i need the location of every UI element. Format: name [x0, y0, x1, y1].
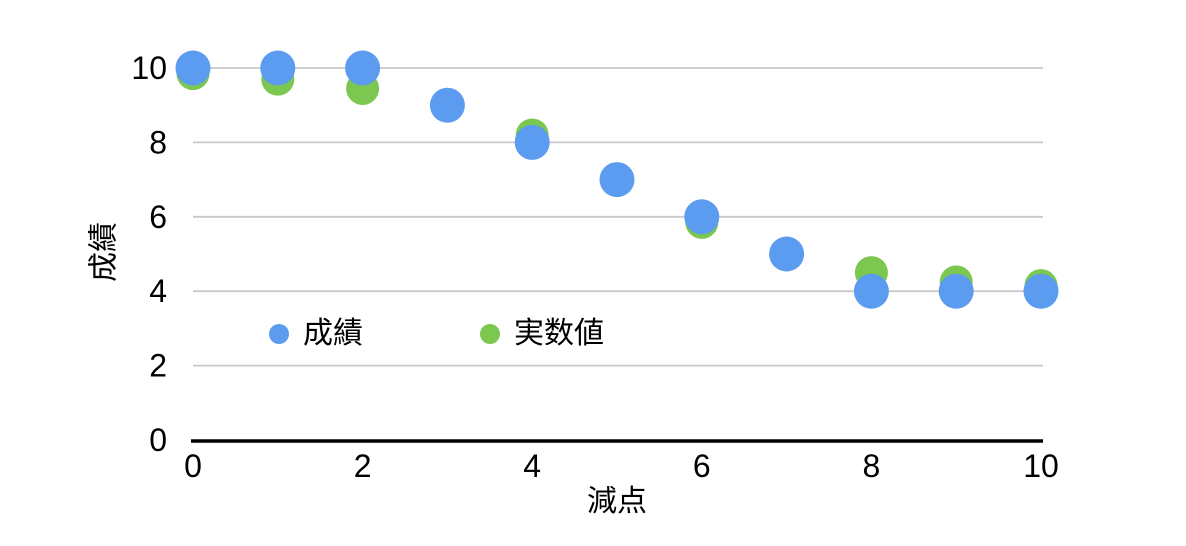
legend-label-jissuchi: 実数値 — [514, 317, 604, 350]
y-tick-label: 2 — [149, 348, 167, 384]
y-tick-label: 10 — [131, 50, 167, 86]
y-axis-title: 成績 — [88, 222, 121, 282]
y-tick-label: 0 — [149, 422, 167, 458]
legend-marker-jissuchi-icon — [480, 324, 500, 344]
y-tick-label: 6 — [149, 199, 167, 235]
data-point — [769, 236, 805, 272]
legend-label-seiseki: 成績 — [303, 317, 363, 350]
x-tick-label: 2 — [354, 448, 372, 484]
data-point — [260, 50, 296, 86]
y-tick-label: 4 — [149, 273, 167, 309]
data-point — [429, 87, 465, 123]
x-tick-label: 8 — [863, 448, 881, 484]
x-tick-label: 0 — [184, 448, 202, 484]
legend-marker-seiseki-icon — [269, 324, 289, 344]
data-point — [1023, 273, 1059, 309]
legend-item-jissuchi: 実数値 — [480, 314, 604, 354]
data-point — [175, 50, 211, 86]
data-point — [345, 50, 381, 86]
legend-item-seiseki: 成績 — [269, 314, 363, 354]
x-tick-label: 6 — [693, 448, 711, 484]
data-point — [938, 273, 974, 309]
x-axis-title: 減点 — [587, 485, 647, 518]
x-tick-label: 10 — [1023, 448, 1059, 484]
data-point — [599, 162, 635, 198]
data-point — [684, 199, 720, 235]
data-point — [514, 124, 550, 160]
y-tick-label: 8 — [149, 124, 167, 160]
data-point — [853, 273, 889, 309]
x-tick-label: 4 — [523, 448, 541, 484]
